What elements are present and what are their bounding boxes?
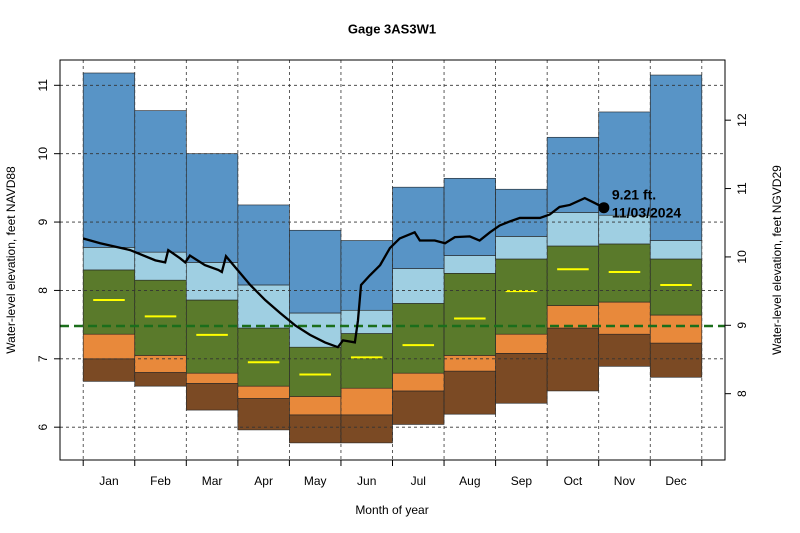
band bbox=[495, 188, 548, 237]
marker-label: 9.21 ft. bbox=[612, 186, 656, 202]
y-tick-label: 8 bbox=[36, 287, 50, 294]
x-tick-label: Sep bbox=[511, 474, 533, 488]
water-level-line bbox=[82, 196, 605, 349]
y-tick-label: 6 bbox=[36, 424, 50, 431]
band bbox=[289, 229, 342, 314]
band bbox=[495, 353, 548, 404]
band bbox=[134, 279, 187, 356]
band bbox=[495, 258, 548, 335]
band bbox=[340, 387, 393, 416]
band bbox=[340, 414, 393, 444]
band bbox=[289, 312, 342, 348]
band bbox=[546, 305, 600, 329]
x-tick-label: Apr bbox=[254, 474, 273, 488]
band bbox=[443, 355, 496, 372]
x-tick-label: Oct bbox=[564, 474, 583, 488]
x-axis-title: Month of year bbox=[355, 503, 428, 517]
band bbox=[82, 269, 136, 335]
y2-tick-label: 10 bbox=[735, 250, 749, 264]
band bbox=[392, 390, 445, 425]
band bbox=[289, 414, 342, 444]
band bbox=[598, 301, 651, 335]
band bbox=[546, 327, 600, 392]
chart-title: Gage 3AS3W1 bbox=[348, 21, 436, 36]
y-axis-title: Water-level elevation, feet NAVD88 bbox=[4, 166, 18, 354]
band bbox=[392, 372, 445, 392]
band bbox=[82, 247, 136, 271]
band bbox=[340, 309, 393, 334]
band bbox=[443, 370, 496, 415]
y2-tick-label: 12 bbox=[735, 113, 749, 127]
band bbox=[185, 383, 239, 411]
x-tick-label: May bbox=[304, 474, 327, 488]
band bbox=[392, 186, 445, 269]
y-tick-label: 10 bbox=[36, 147, 50, 161]
band bbox=[185, 299, 239, 374]
band bbox=[289, 346, 342, 397]
band bbox=[82, 358, 136, 382]
band bbox=[237, 385, 290, 399]
y2-tick-label: 9 bbox=[735, 322, 749, 329]
band bbox=[649, 314, 703, 344]
band bbox=[546, 245, 600, 306]
band bbox=[598, 243, 651, 303]
band bbox=[134, 372, 187, 387]
band bbox=[495, 333, 548, 354]
band bbox=[237, 204, 290, 286]
x-tick-label: Jul bbox=[411, 474, 426, 488]
y2-tick-label: 8 bbox=[735, 390, 749, 397]
y-tick-label: 9 bbox=[36, 218, 50, 225]
x-tick-label: Feb bbox=[150, 474, 171, 488]
band bbox=[82, 72, 136, 248]
band bbox=[392, 268, 445, 304]
marker-date: 11/03/2024 bbox=[612, 204, 682, 220]
x-tick-label: Dec bbox=[665, 474, 686, 488]
band bbox=[185, 372, 239, 384]
band bbox=[134, 355, 187, 373]
band bbox=[340, 240, 393, 311]
band bbox=[237, 327, 290, 387]
band bbox=[649, 74, 703, 241]
band bbox=[649, 240, 703, 260]
band bbox=[649, 258, 703, 316]
band bbox=[598, 111, 651, 216]
band bbox=[237, 398, 290, 431]
band bbox=[598, 333, 651, 367]
x-tick-label: Nov bbox=[614, 474, 635, 488]
band bbox=[185, 153, 239, 263]
band bbox=[443, 177, 496, 256]
y-tick-label: 11 bbox=[36, 79, 50, 92]
band bbox=[289, 396, 342, 416]
x-tick-label: Mar bbox=[202, 474, 223, 488]
band bbox=[649, 342, 703, 378]
y2-axis-title: Water-level elevation, feet NGVD29 bbox=[770, 165, 784, 355]
band bbox=[392, 303, 445, 374]
x-tick-label: Aug bbox=[459, 474, 480, 488]
band bbox=[237, 284, 290, 329]
band bbox=[495, 236, 548, 260]
x-tick-label: Jan bbox=[99, 474, 118, 488]
x-tick-label: Jun bbox=[357, 474, 376, 488]
band bbox=[443, 273, 496, 356]
band bbox=[546, 212, 600, 247]
y2-tick-label: 11 bbox=[735, 182, 749, 195]
y-tick-label: 7 bbox=[36, 355, 50, 362]
band bbox=[82, 333, 136, 360]
band bbox=[443, 255, 496, 274]
current-marker bbox=[598, 202, 610, 214]
band bbox=[134, 110, 187, 253]
